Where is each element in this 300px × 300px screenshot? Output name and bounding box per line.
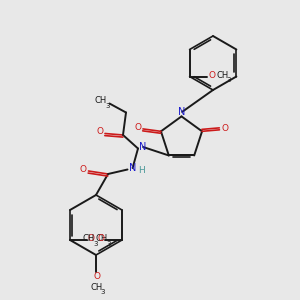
Text: O: O [80,165,87,174]
Text: N: N [178,107,186,117]
Text: O: O [208,71,215,80]
Text: CH: CH [96,234,108,243]
Text: 3: 3 [94,241,98,247]
Text: O: O [98,234,104,243]
Text: O: O [134,123,141,132]
Text: H: H [138,167,145,176]
Text: CH: CH [217,71,229,80]
Text: 3: 3 [227,77,231,83]
Text: CH: CH [95,96,107,105]
Text: N: N [140,142,147,152]
Text: CH: CH [83,234,95,243]
Text: CH: CH [91,283,103,292]
Text: O: O [88,234,94,243]
Text: 3: 3 [106,241,111,247]
Text: O: O [93,272,100,281]
Text: O: O [221,124,228,133]
Text: 3: 3 [106,103,110,109]
Text: 3: 3 [100,289,105,295]
Text: N: N [129,163,136,173]
Text: O: O [96,128,103,136]
